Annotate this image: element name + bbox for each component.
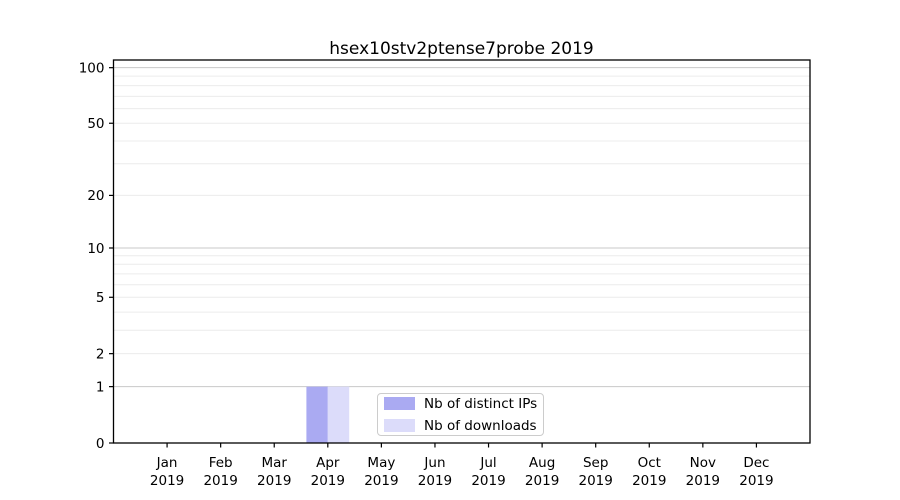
x-tick-label-month: Apr <box>316 455 340 471</box>
x-tick-label-year: 2019 <box>739 473 773 489</box>
legend-row: Nb of downloads <box>384 417 537 434</box>
y-tick-label: 50 <box>87 116 104 132</box>
x-tick-label-month: Feb <box>209 455 233 471</box>
x-tick-label-year: 2019 <box>579 473 613 489</box>
x-tick-label-month: Jul <box>479 455 496 471</box>
legend-label: Nb of downloads <box>424 417 537 434</box>
x-tick-label-year: 2019 <box>632 473 666 489</box>
x-tick-label-month: Jan <box>156 455 178 471</box>
x-tick-label-month: Oct <box>638 455 661 471</box>
x-tick-label-year: 2019 <box>418 473 452 489</box>
x-tick-label-month: Sep <box>583 455 608 471</box>
axes-spines <box>112 59 811 444</box>
y-tick-label: 100 <box>79 60 105 76</box>
x-tick-label-year: 2019 <box>471 473 505 489</box>
y-tick-label: 5 <box>96 290 105 306</box>
y-tick-label: 20 <box>87 188 104 204</box>
x-tick-label-year: 2019 <box>257 473 291 489</box>
x-tick-label-month: Nov <box>690 455 716 471</box>
chart-title: hsex10stv2ptense7probe 2019 <box>329 39 594 59</box>
bar-nb-of-downloads <box>327 386 350 443</box>
legend-row: Nb of distinct IPs <box>384 395 538 412</box>
x-tick-label-year: 2019 <box>311 473 345 489</box>
x-tick-label-year: 2019 <box>203 473 237 489</box>
legend: Nb of distinct IPs Nb of downloads <box>377 393 544 436</box>
y-tick-label: 2 <box>96 346 105 362</box>
x-tick-label-month: May <box>367 455 395 471</box>
x-tick-label-year: 2019 <box>525 473 559 489</box>
x-tick-label-month: Mar <box>261 455 287 471</box>
x-tick-label-month: Aug <box>529 455 555 471</box>
legend-swatch-icon <box>384 419 415 432</box>
x-tick-label-month: Dec <box>743 455 769 471</box>
y-tick-label: 10 <box>87 241 104 257</box>
y-tick-label: 0 <box>96 436 105 452</box>
x-tick-label-year: 2019 <box>150 473 184 489</box>
legend-swatch-icon <box>384 397 415 410</box>
y-tick-label: 1 <box>96 379 105 395</box>
x-tick-label-year: 2019 <box>686 473 720 489</box>
x-tick-label-month: Jun <box>423 455 445 471</box>
legend-label: Nb of distinct IPs <box>424 395 538 412</box>
x-tick-label-year: 2019 <box>364 473 398 489</box>
bar-nb-of-distinct-ips <box>306 386 328 443</box>
